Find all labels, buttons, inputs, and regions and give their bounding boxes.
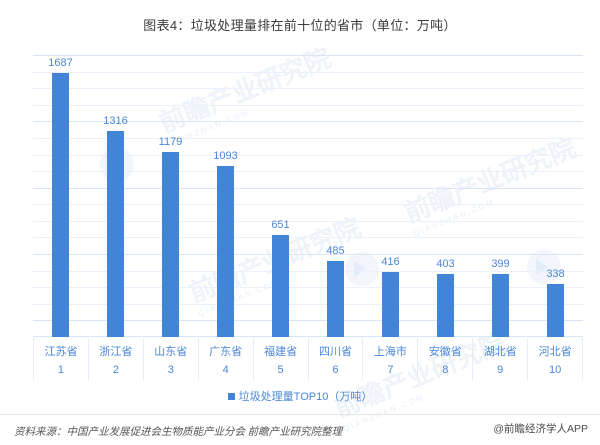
category-label: 山东省 (154, 345, 188, 358)
gridline (33, 71, 583, 73)
gridline (33, 137, 583, 139)
category-cell[interactable]: 江苏省 1 (33, 338, 88, 380)
plot-area: 1687 1316 1179 1093 651 485 416 403 399 338 (33, 55, 583, 337)
category-label: 湖北省 (483, 345, 517, 358)
bar-series: 1687 1316 1179 1093 651 485 416 403 399 338 (33, 55, 583, 337)
gridline (33, 104, 583, 106)
category-rank: 4 (222, 363, 229, 376)
category-label: 河北省 (538, 345, 572, 358)
bar-value-label: 1179 (158, 136, 183, 148)
category-rank: 6 (332, 363, 339, 376)
bar[interactable] (382, 272, 399, 337)
bar-column[interactable]: 485 (308, 55, 363, 337)
category-rank: 3 (167, 363, 174, 376)
category-rank: 7 (387, 363, 394, 376)
gridline (33, 204, 583, 206)
gridline (33, 220, 583, 222)
chart-legend[interactable]: 垃圾处理量TOP10（万吨） (0, 388, 600, 404)
bar-column[interactable]: 403 (418, 55, 473, 337)
category-cell[interactable]: 上海市 7 (362, 338, 417, 380)
gridline (33, 171, 583, 173)
gridline (33, 121, 583, 123)
bar-value-label: 416 (381, 256, 400, 268)
bar-column[interactable]: 1316 (88, 55, 143, 337)
category-label: 上海市 (373, 345, 407, 358)
bar[interactable] (162, 152, 179, 337)
category-label: 四川省 (318, 345, 352, 358)
bar[interactable] (492, 274, 509, 337)
category-cell[interactable]: 河北省 10 (527, 338, 584, 380)
category-rank: 9 (497, 363, 504, 376)
attribution-label: @前瞻经济学人APP (493, 423, 588, 435)
category-cell[interactable]: 四川省 6 (307, 338, 363, 380)
bar-value-label: 399 (491, 258, 510, 270)
category-axis: 江苏省 1 浙江省 2 山东省 3 广东省 4 福建省 5 四川省 6 上海市 7 安徽省 8 湖北省 9 河北省 1… (33, 338, 584, 380)
category-cell[interactable]: 湖北省 9 (472, 338, 527, 380)
category-rank: 2 (112, 363, 119, 376)
gridline (33, 254, 583, 256)
bar-value-label: 1093 (213, 150, 238, 162)
bar-value-label: 485 (326, 245, 345, 257)
category-label: 江苏省 (44, 345, 78, 358)
bar[interactable] (217, 166, 234, 337)
gridline (33, 154, 583, 156)
bar-column[interactable]: 1093 (198, 55, 253, 337)
gridlines (33, 55, 583, 337)
gridline (33, 320, 583, 322)
category-label: 广东省 (209, 345, 243, 358)
gridline (33, 88, 583, 90)
legend-marker-icon (227, 392, 235, 400)
category-label: 浙江省 (99, 345, 133, 358)
category-label: 安徽省 (428, 345, 462, 358)
category-cell[interactable]: 广东省 4 (197, 338, 253, 380)
category-rank: 1 (57, 363, 65, 376)
source-note: 资料来源：中国产业发展促进会生物质能产业分会 前瞻产业研究院整理 (14, 427, 343, 438)
bar-value-label: 651 (271, 219, 290, 231)
chart-title: 图表4：垃圾处理量排在前十位的省市（单位：万吨） (143, 18, 457, 33)
bar-column[interactable]: 1179 (143, 55, 198, 337)
gridline (33, 303, 583, 305)
bar-value-label: 403 (436, 258, 455, 270)
bar[interactable] (52, 73, 69, 337)
category-cell[interactable]: 山东省 3 (142, 338, 198, 380)
category-rank: 5 (277, 363, 284, 376)
bar[interactable] (272, 235, 289, 337)
bar-column[interactable]: 399 (473, 55, 528, 337)
bar-value-label: 338 (546, 268, 565, 280)
gridline (33, 287, 583, 289)
bar-column[interactable]: 651 (253, 55, 308, 337)
bar-column[interactable]: 416 (363, 55, 418, 337)
category-rank: 10 (548, 363, 562, 376)
category-rank: 8 (442, 363, 449, 376)
category-cell[interactable]: 安徽省 8 (417, 338, 472, 380)
bar-column[interactable]: 338 (528, 55, 583, 337)
bar-value-label: 1316 (103, 115, 128, 127)
bar[interactable] (547, 284, 564, 337)
category-label: 福建省 (264, 345, 298, 358)
bar[interactable] (437, 274, 454, 337)
bar-column[interactable]: 1687 (33, 55, 88, 337)
gridline (33, 237, 583, 239)
category-cell[interactable]: 福建省 5 (252, 338, 308, 380)
gridline (33, 270, 583, 272)
bar[interactable] (107, 131, 124, 337)
footer-divider (0, 414, 600, 415)
axis-baseline (33, 336, 583, 337)
gridline (33, 55, 583, 56)
bar-value-label: 1687 (48, 57, 73, 69)
legend-label: 垃圾处理量TOP10（万吨） (238, 391, 373, 403)
gridline (33, 187, 583, 189)
category-cell[interactable]: 浙江省 2 (87, 338, 143, 380)
bar[interactable] (327, 261, 344, 337)
